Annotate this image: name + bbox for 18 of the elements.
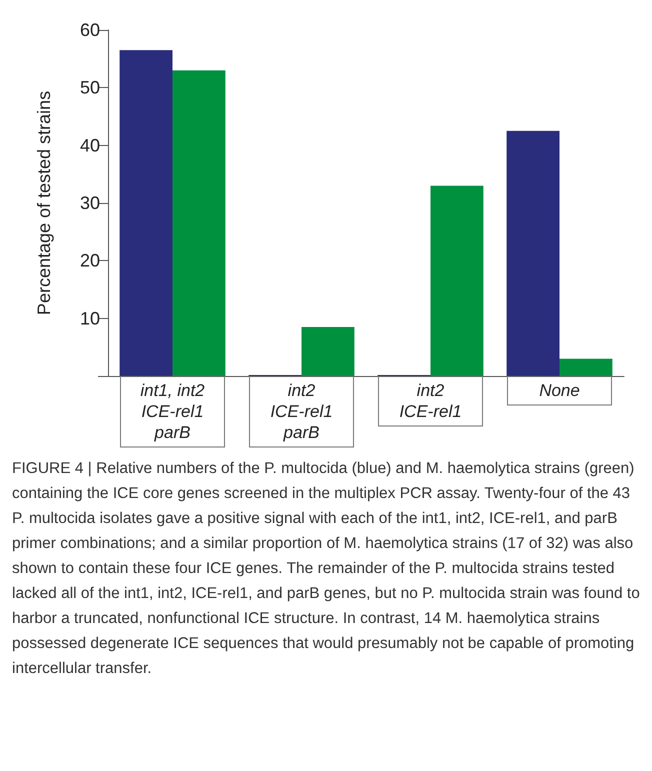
text: FIGURE 4 | Relative numbers of the P. multocida (blue) and M. haemolytica strains (green) containing the ICE core genes screened in the multiplex PCR assay. Twenty-four of the 43 P. multocida isolates gave a positive signal with each of the int1, int2, ICE-rel1, and parB primer combinations; and a similar proportion of M. haemolytica strains (17 of 32) was also shown to contain these four ICE genes. The remainder of the P. multocida strains tested lacked all of the int1, int2, ICE-rel1, and parB genes, but no P. multocida strain was found to harbor a truncated, nonfunctional ICE structure. In contrast, 14 M. haemolytica strains possessed degenerate ICE sequences that would presumably not be capable of promoting intercellular transfer. xyxy=(12,460,640,677)
y-axis-title: Percentage of tested strains xyxy=(34,90,54,316)
y-tick-label: 10 xyxy=(80,308,100,328)
bar xyxy=(560,358,612,376)
y-tick-label: 40 xyxy=(80,135,100,156)
x-tick-label: int2 ICE-rel1 parB xyxy=(270,381,333,442)
y-tick-label: 60 xyxy=(80,20,100,40)
y-tick-label: 20 xyxy=(80,250,100,271)
bar xyxy=(302,326,354,376)
x-tick-label: int1, int2 ICE-rel1 parB xyxy=(140,381,206,442)
bar xyxy=(430,186,484,376)
bar xyxy=(172,70,226,376)
y-tick-label: 50 xyxy=(80,78,100,98)
bar xyxy=(120,50,172,376)
y-tick-label: 30 xyxy=(80,193,100,213)
bar xyxy=(506,130,560,376)
x-tick-label: None xyxy=(539,381,580,400)
x-tick-label: int2 ICE-rel1 xyxy=(399,381,462,421)
